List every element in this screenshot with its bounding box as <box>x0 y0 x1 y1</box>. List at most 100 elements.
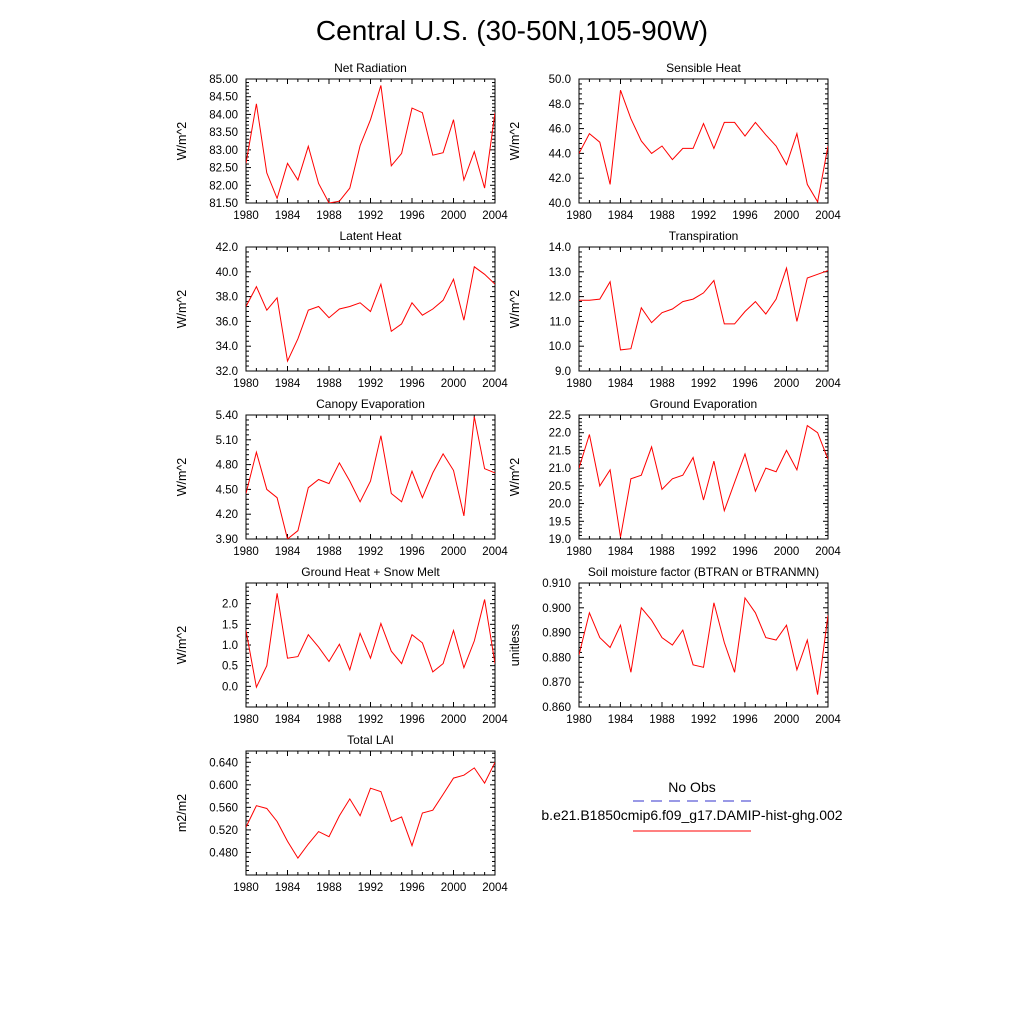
ground-evaporation-xtick-label: 1980 <box>566 546 592 558</box>
ground-heat-snow-melt-title: Ground Heat + Snow Melt <box>301 565 440 579</box>
transpiration-xtick-label: 1980 <box>566 378 592 390</box>
total-lai-xtick-label: 1992 <box>358 882 384 894</box>
ground-heat-snow-melt-ytick-label: 1.0 <box>222 640 238 652</box>
transpiration-xtick-label: 1996 <box>732 378 758 390</box>
soil-moisture-factor-btran-or-btranmn-series-line <box>579 596 828 695</box>
ground-evaporation-xtick-label: 1996 <box>732 546 758 558</box>
latent-heat-xtick-label: 1996 <box>399 378 425 390</box>
net-radiation-xtick-label: 1984 <box>275 210 301 222</box>
net-radiation-ytick-label: 82.00 <box>209 180 238 192</box>
ground-heat-snow-melt-xtick-label: 1988 <box>316 714 342 726</box>
canopy-evaporation-xtick-label: 1984 <box>275 546 301 558</box>
panel-sensible-heat: Sensible Heat 1980 1984 1988 1992 1996 2000 200… <box>508 61 841 222</box>
transpiration-xtick-label: 2004 <box>815 378 841 390</box>
soil-moisture-factor-btran-or-btranmn-xtick-label: 1980 <box>566 714 592 726</box>
soil-moisture-factor-btran-or-btranmn-ylabel: unitless <box>508 624 522 666</box>
latent-heat-series-line <box>246 265 495 363</box>
ground-evaporation-series-line <box>579 424 828 538</box>
total-lai-ytick-label: 0.480 <box>209 847 238 859</box>
ground-evaporation-ytick-label: 20.0 <box>549 499 571 511</box>
ground-evaporation-ytick-label: 20.5 <box>549 481 571 493</box>
latent-heat-ytick-label: 42.0 <box>216 242 238 254</box>
legend-obs-label: No Obs <box>668 779 715 795</box>
panel-transpiration: Transpiration 1980 1984 1988 1992 1996 2000 200… <box>508 229 841 390</box>
latent-heat-xtick-label: 2000 <box>441 378 467 390</box>
sensible-heat-xtick-label: 1988 <box>649 210 675 222</box>
ground-heat-snow-melt-xtick-label: 1984 <box>275 714 301 726</box>
transpiration-xtick-label: 1984 <box>608 378 634 390</box>
canopy-evaporation-series-line <box>246 416 495 539</box>
canopy-evaporation-xtick-label: 1996 <box>399 546 425 558</box>
latent-heat-ytick-label: 36.0 <box>216 316 238 328</box>
figure-title: Central U.S. (30-50N,105-90W) <box>316 15 708 46</box>
transpiration-series-line <box>579 266 828 351</box>
total-lai-ytick-label: 0.560 <box>209 802 238 814</box>
sensible-heat-ytick-label: 40.0 <box>549 198 571 210</box>
net-radiation-ytick-label: 82.50 <box>209 163 238 175</box>
canopy-evaporation-ylabel: W/m^2 <box>175 458 189 497</box>
panel-soil-moisture-factor-btran-or-btranmn: Soil moisture factor (BTRAN or BTRANMN) 1… <box>508 565 841 726</box>
ground-heat-snow-melt-ytick-label: 0.0 <box>222 681 238 693</box>
latent-heat-xtick-label: 1988 <box>316 378 342 390</box>
ground-heat-snow-melt-series-line <box>246 593 495 689</box>
canopy-evaporation-xtick-label: 2000 <box>441 546 467 558</box>
soil-moisture-factor-btran-or-btranmn-ytick-label: 0.880 <box>542 652 571 664</box>
ground-evaporation-ytick-label: 19.5 <box>549 516 571 528</box>
panel-total-lai: Total LAI 1980 1984 1988 1992 1996 2000 2004 0.4… <box>175 733 508 894</box>
latent-heat-ytick-label: 40.0 <box>216 267 238 279</box>
net-radiation-ytick-label: 81.50 <box>209 198 238 210</box>
ground-evaporation-xtick-label: 2004 <box>815 546 841 558</box>
panel-canopy-evaporation: Canopy Evaporation 1980 1984 1988 1992 1996 20… <box>175 397 508 558</box>
ground-heat-snow-melt-xtick-label: 1992 <box>358 714 384 726</box>
transpiration-xtick-label: 2000 <box>774 378 800 390</box>
latent-heat-xtick-label: 1980 <box>233 378 259 390</box>
canopy-evaporation-title: Canopy Evaporation <box>316 397 425 411</box>
latent-heat-xtick-label: 2004 <box>482 378 508 390</box>
ground-evaporation-ytick-label: 22.0 <box>549 428 571 440</box>
transpiration-ytick-label: 9.0 <box>555 366 571 378</box>
ground-evaporation-xtick-label: 1988 <box>649 546 675 558</box>
sensible-heat-ylabel: W/m^2 <box>508 122 522 161</box>
transpiration-ylabel: W/m^2 <box>508 290 522 329</box>
total-lai-xtick-label: 1984 <box>275 882 301 894</box>
ground-heat-snow-melt-ytick-label: 2.0 <box>222 599 238 611</box>
net-radiation-ytick-label: 83.50 <box>209 127 238 139</box>
latent-heat-title: Latent Heat <box>339 229 402 243</box>
total-lai-ytick-label: 0.600 <box>209 780 238 792</box>
panels: Net Radiation 1980 1984 1988 1992 1996 2000 200… <box>175 61 841 894</box>
canopy-evaporation-ytick-label: 4.80 <box>216 460 238 472</box>
net-radiation-ytick-label: 84.00 <box>209 109 238 121</box>
ground-heat-snow-melt-xtick-label: 1996 <box>399 714 425 726</box>
canopy-evaporation-xtick-label: 1988 <box>316 546 342 558</box>
legend-model-label: b.e21.B1850cmip6.f09_g17.DAMIP-hist-ghg.… <box>541 807 842 823</box>
ground-evaporation-title: Ground Evaporation <box>650 397 757 411</box>
transpiration-title: Transpiration <box>669 229 739 243</box>
sensible-heat-xtick-label: 2004 <box>815 210 841 222</box>
transpiration-xtick-label: 1992 <box>691 378 717 390</box>
canopy-evaporation-ytick-label: 5.40 <box>216 410 238 422</box>
sensible-heat-xtick-label: 1984 <box>608 210 634 222</box>
latent-heat-ylabel: W/m^2 <box>175 290 189 329</box>
canopy-evaporation-ytick-label: 4.50 <box>216 484 238 496</box>
soil-moisture-factor-btran-or-btranmn-title: Soil moisture factor (BTRAN or BTRANMN) <box>588 565 819 579</box>
legend: No Obs b.e21.B1850cmip6.f09_g17.DAMIP-hi… <box>541 779 843 832</box>
total-lai-title: Total LAI <box>347 733 394 747</box>
total-lai-xtick-label: 1996 <box>399 882 425 894</box>
net-radiation-xtick-label: 2000 <box>441 210 467 222</box>
total-lai-xtick-label: 2000 <box>441 882 467 894</box>
soil-moisture-factor-btran-or-btranmn-ytick-label: 0.900 <box>542 603 571 615</box>
total-lai-xtick-label: 1988 <box>316 882 342 894</box>
sensible-heat-xtick-label: 1996 <box>732 210 758 222</box>
ground-heat-snow-melt-xtick-label: 1980 <box>233 714 259 726</box>
ground-evaporation-xtick-label: 1984 <box>608 546 634 558</box>
total-lai-ylabel: m2/m2 <box>175 794 189 832</box>
soil-moisture-factor-btran-or-btranmn-ytick-label: 0.860 <box>542 702 571 714</box>
ground-evaporation-ytick-label: 22.5 <box>549 410 571 422</box>
canopy-evaporation-xtick-label: 1980 <box>233 546 259 558</box>
sensible-heat-ytick-label: 48.0 <box>549 99 571 111</box>
ground-heat-snow-melt-ytick-label: 1.5 <box>222 619 238 631</box>
ground-heat-snow-melt-ytick-label: 0.5 <box>222 661 238 673</box>
latent-heat-ytick-label: 34.0 <box>216 341 238 353</box>
latent-heat-xtick-label: 1992 <box>358 378 384 390</box>
